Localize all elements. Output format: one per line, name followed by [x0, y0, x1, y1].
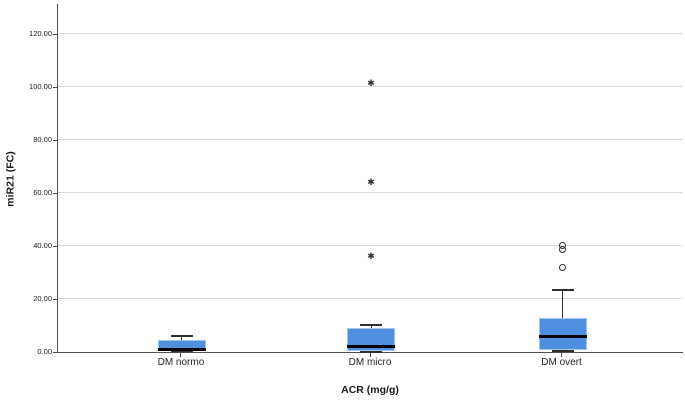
plot-area: ✱ ✱ ✱	[57, 4, 683, 353]
y-tick-label: 0.00	[37, 347, 52, 356]
x-axis-title: ACR (mg/g)	[341, 384, 399, 396]
y-tick-mark	[53, 298, 57, 300]
whisker-cap	[170, 335, 193, 338]
category-label: DM normo	[157, 357, 205, 368]
y-tick-mark	[53, 139, 57, 141]
whisker-cap	[551, 288, 574, 291]
gridline	[58, 192, 683, 194]
x-tick-mark	[369, 353, 371, 357]
gridline	[58, 139, 683, 141]
whisker-cap	[360, 350, 382, 353]
y-tick-label: 60.00	[33, 187, 52, 197]
median-line	[347, 345, 395, 349]
extreme-star: ✱	[367, 251, 375, 262]
whisker-cap	[170, 350, 193, 353]
y-tick-label: 40.00	[33, 240, 52, 250]
whisker-stem	[562, 289, 564, 319]
x-tick-mark	[180, 353, 182, 357]
category-label: DM overt	[541, 357, 582, 368]
whisker-cap	[360, 323, 382, 326]
extreme-star: ✱	[367, 77, 375, 88]
y-tick-label: 80.00	[33, 134, 52, 144]
y-tick-mark	[53, 86, 57, 88]
median-line	[157, 347, 206, 351]
gridline	[58, 245, 683, 247]
category-label: DM micro	[348, 357, 392, 368]
gridline	[58, 86, 683, 88]
outlier-circle	[559, 241, 567, 249]
y-tick-mark	[53, 33, 57, 35]
whisker-stem	[181, 336, 183, 341]
box	[538, 318, 587, 350]
outlier-circle	[559, 263, 567, 271]
gridline	[58, 298, 683, 300]
whisker-stem	[370, 324, 372, 329]
median-line	[538, 335, 587, 339]
y-tick-mark	[53, 192, 57, 194]
y-tick-mark	[53, 245, 57, 247]
box	[347, 328, 395, 351]
x-tick-mark	[561, 353, 563, 357]
gridline	[58, 33, 683, 35]
extreme-star: ✱	[367, 177, 375, 188]
y-axis-title: miR21 (FC)	[5, 150, 17, 207]
y-tick-mark	[53, 352, 57, 353]
whisker-cap	[551, 350, 574, 353]
y-tick-label: 120.00	[29, 28, 52, 38]
y-tick-label: 20.00	[33, 293, 52, 303]
y-tick-label: 100.00	[29, 81, 52, 91]
